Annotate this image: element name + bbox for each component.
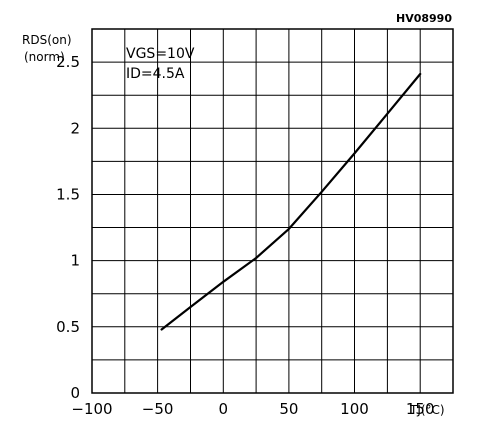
y-tick-label: 0.5 <box>56 318 80 336</box>
y-tick-label: 1 <box>70 252 80 270</box>
y-tick-label: 0 <box>70 384 80 402</box>
x-tick-label: 0 <box>219 400 229 418</box>
annotation-vgs: VGS=10V <box>126 46 195 62</box>
y-tick-label: 2.5 <box>56 53 80 71</box>
grid <box>91 28 454 394</box>
series-line-0 <box>160 72 422 331</box>
x-axis-label: TJ(°C) <box>409 403 445 417</box>
y-tick-label: 1.5 <box>56 186 80 204</box>
series-layer <box>160 72 422 331</box>
x-tick-labels: −100 −50 0 50 100 150 <box>71 400 434 418</box>
y-axis-label: RDS(on) <box>22 33 72 47</box>
x-tick-label: 150 <box>406 400 435 418</box>
y-tick-label: 2 <box>70 119 80 137</box>
x-tick-label: −50 <box>142 400 174 418</box>
plot-frame <box>91 28 454 394</box>
annotation-id: ID=4.5A <box>126 66 185 82</box>
figure-code: HV08990 <box>396 12 452 25</box>
y-axis-sublabel: (norm) <box>24 50 65 64</box>
x-tick-label: 100 <box>340 400 369 418</box>
x-tick-label: −100 <box>71 400 112 418</box>
x-tick-label: 50 <box>279 400 298 418</box>
y-tick-labels: 0 0.5 1 1.5 2 2.5 <box>56 53 80 402</box>
